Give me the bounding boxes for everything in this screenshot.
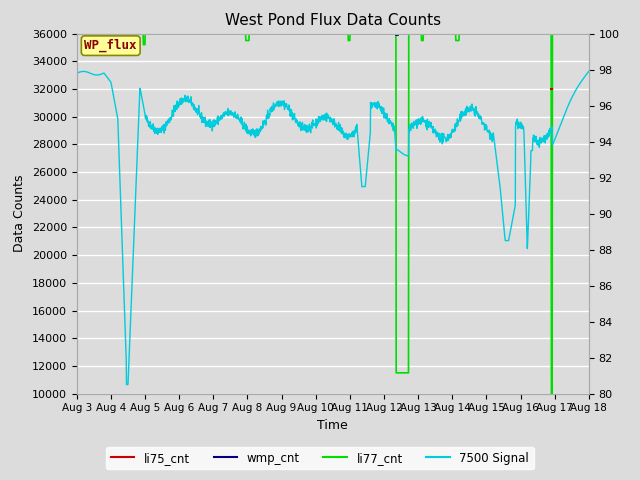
Y-axis label: 7500 SS: 7500 SS: [636, 188, 640, 240]
X-axis label: Time: Time: [317, 419, 348, 432]
Title: West Pond Flux Data Counts: West Pond Flux Data Counts: [225, 13, 441, 28]
Y-axis label: Data Counts: Data Counts: [13, 175, 26, 252]
Legend: li75_cnt, wmp_cnt, li77_cnt, 7500 Signal: li75_cnt, wmp_cnt, li77_cnt, 7500 Signal: [106, 447, 534, 469]
Text: WP_flux: WP_flux: [84, 39, 137, 52]
